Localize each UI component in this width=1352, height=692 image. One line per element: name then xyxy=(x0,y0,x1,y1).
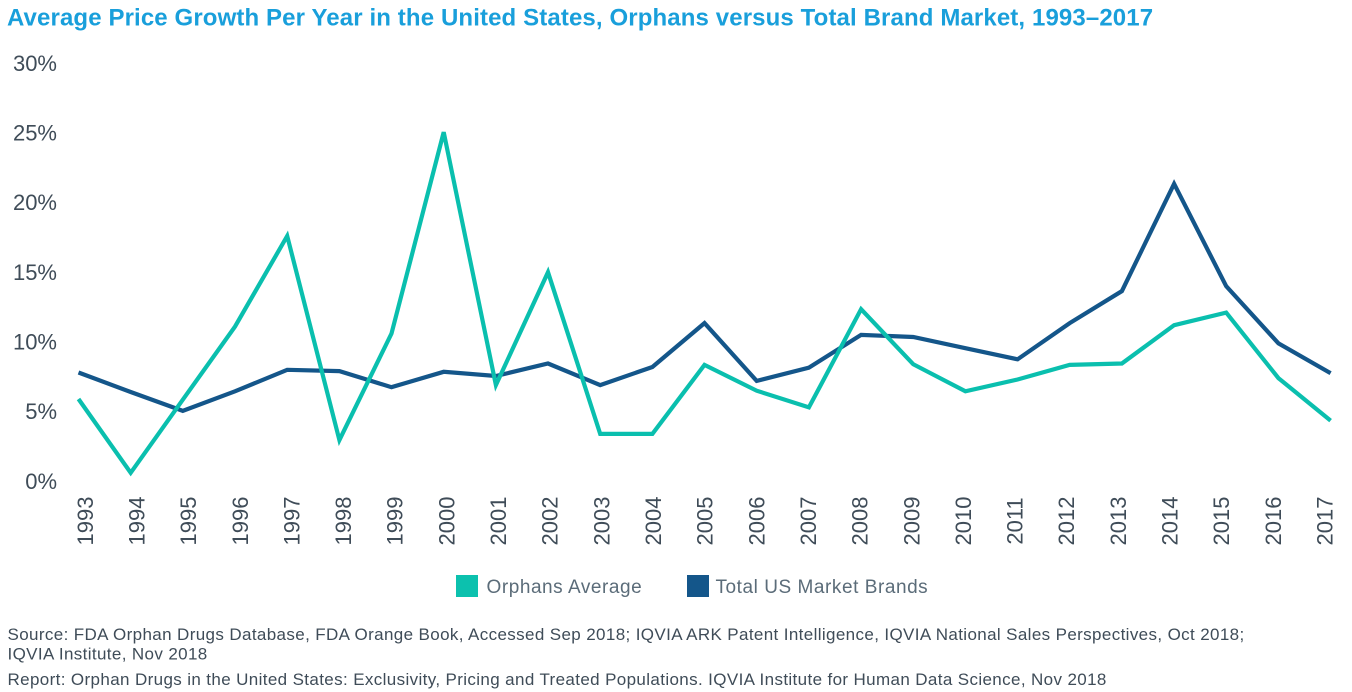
svg-text:1999: 1999 xyxy=(383,497,408,546)
svg-text:2011: 2011 xyxy=(1003,497,1028,544)
svg-text:2003: 2003 xyxy=(589,497,614,546)
svg-text:20%: 20% xyxy=(13,190,57,215)
svg-text:0%: 0% xyxy=(25,469,57,494)
svg-text:2013: 2013 xyxy=(1106,497,1131,546)
svg-text:Total US Market Brands: Total US Market Brands xyxy=(716,577,929,598)
svg-text:2016: 2016 xyxy=(1261,497,1286,546)
svg-text:1993: 1993 xyxy=(73,497,98,546)
svg-text:10%: 10% xyxy=(13,330,57,355)
svg-text:1998: 1998 xyxy=(331,497,356,546)
svg-text:15%: 15% xyxy=(13,260,57,285)
svg-text:1997: 1997 xyxy=(279,497,304,546)
svg-text:2009: 2009 xyxy=(899,497,924,546)
svg-text:2015: 2015 xyxy=(1209,497,1234,546)
svg-text:Report: Orphan Drugs in the Un: Report: Orphan Drugs in the United State… xyxy=(8,670,1107,689)
svg-text:2002: 2002 xyxy=(538,497,563,546)
svg-text:IQVIA Institute, Nov 2018: IQVIA Institute, Nov 2018 xyxy=(8,645,208,664)
svg-text:1996: 1996 xyxy=(228,497,253,546)
svg-text:Average Price Growth Per Year: Average Price Growth Per Year in the Uni… xyxy=(7,4,1153,31)
svg-text:2010: 2010 xyxy=(951,497,976,546)
svg-text:2001: 2001 xyxy=(486,497,511,546)
svg-text:2000: 2000 xyxy=(434,497,459,546)
svg-text:2004: 2004 xyxy=(641,497,666,546)
svg-text:1995: 1995 xyxy=(176,497,201,546)
svg-text:2007: 2007 xyxy=(796,497,821,546)
svg-text:2012: 2012 xyxy=(1054,497,1079,546)
svg-text:2008: 2008 xyxy=(848,497,873,546)
svg-text:2005: 2005 xyxy=(693,497,718,546)
svg-text:Source: FDA Orphan Drugs Datab: Source: FDA Orphan Drugs Database, FDA O… xyxy=(8,625,1245,644)
svg-text:1994: 1994 xyxy=(125,497,150,546)
svg-text:Orphans Average: Orphans Average xyxy=(487,577,643,598)
svg-text:2014: 2014 xyxy=(1158,497,1183,546)
svg-text:2017: 2017 xyxy=(1313,497,1338,546)
svg-text:5%: 5% xyxy=(25,399,57,424)
svg-text:2006: 2006 xyxy=(744,497,769,546)
svg-text:30%: 30% xyxy=(13,51,57,76)
svg-text:25%: 25% xyxy=(13,121,57,146)
